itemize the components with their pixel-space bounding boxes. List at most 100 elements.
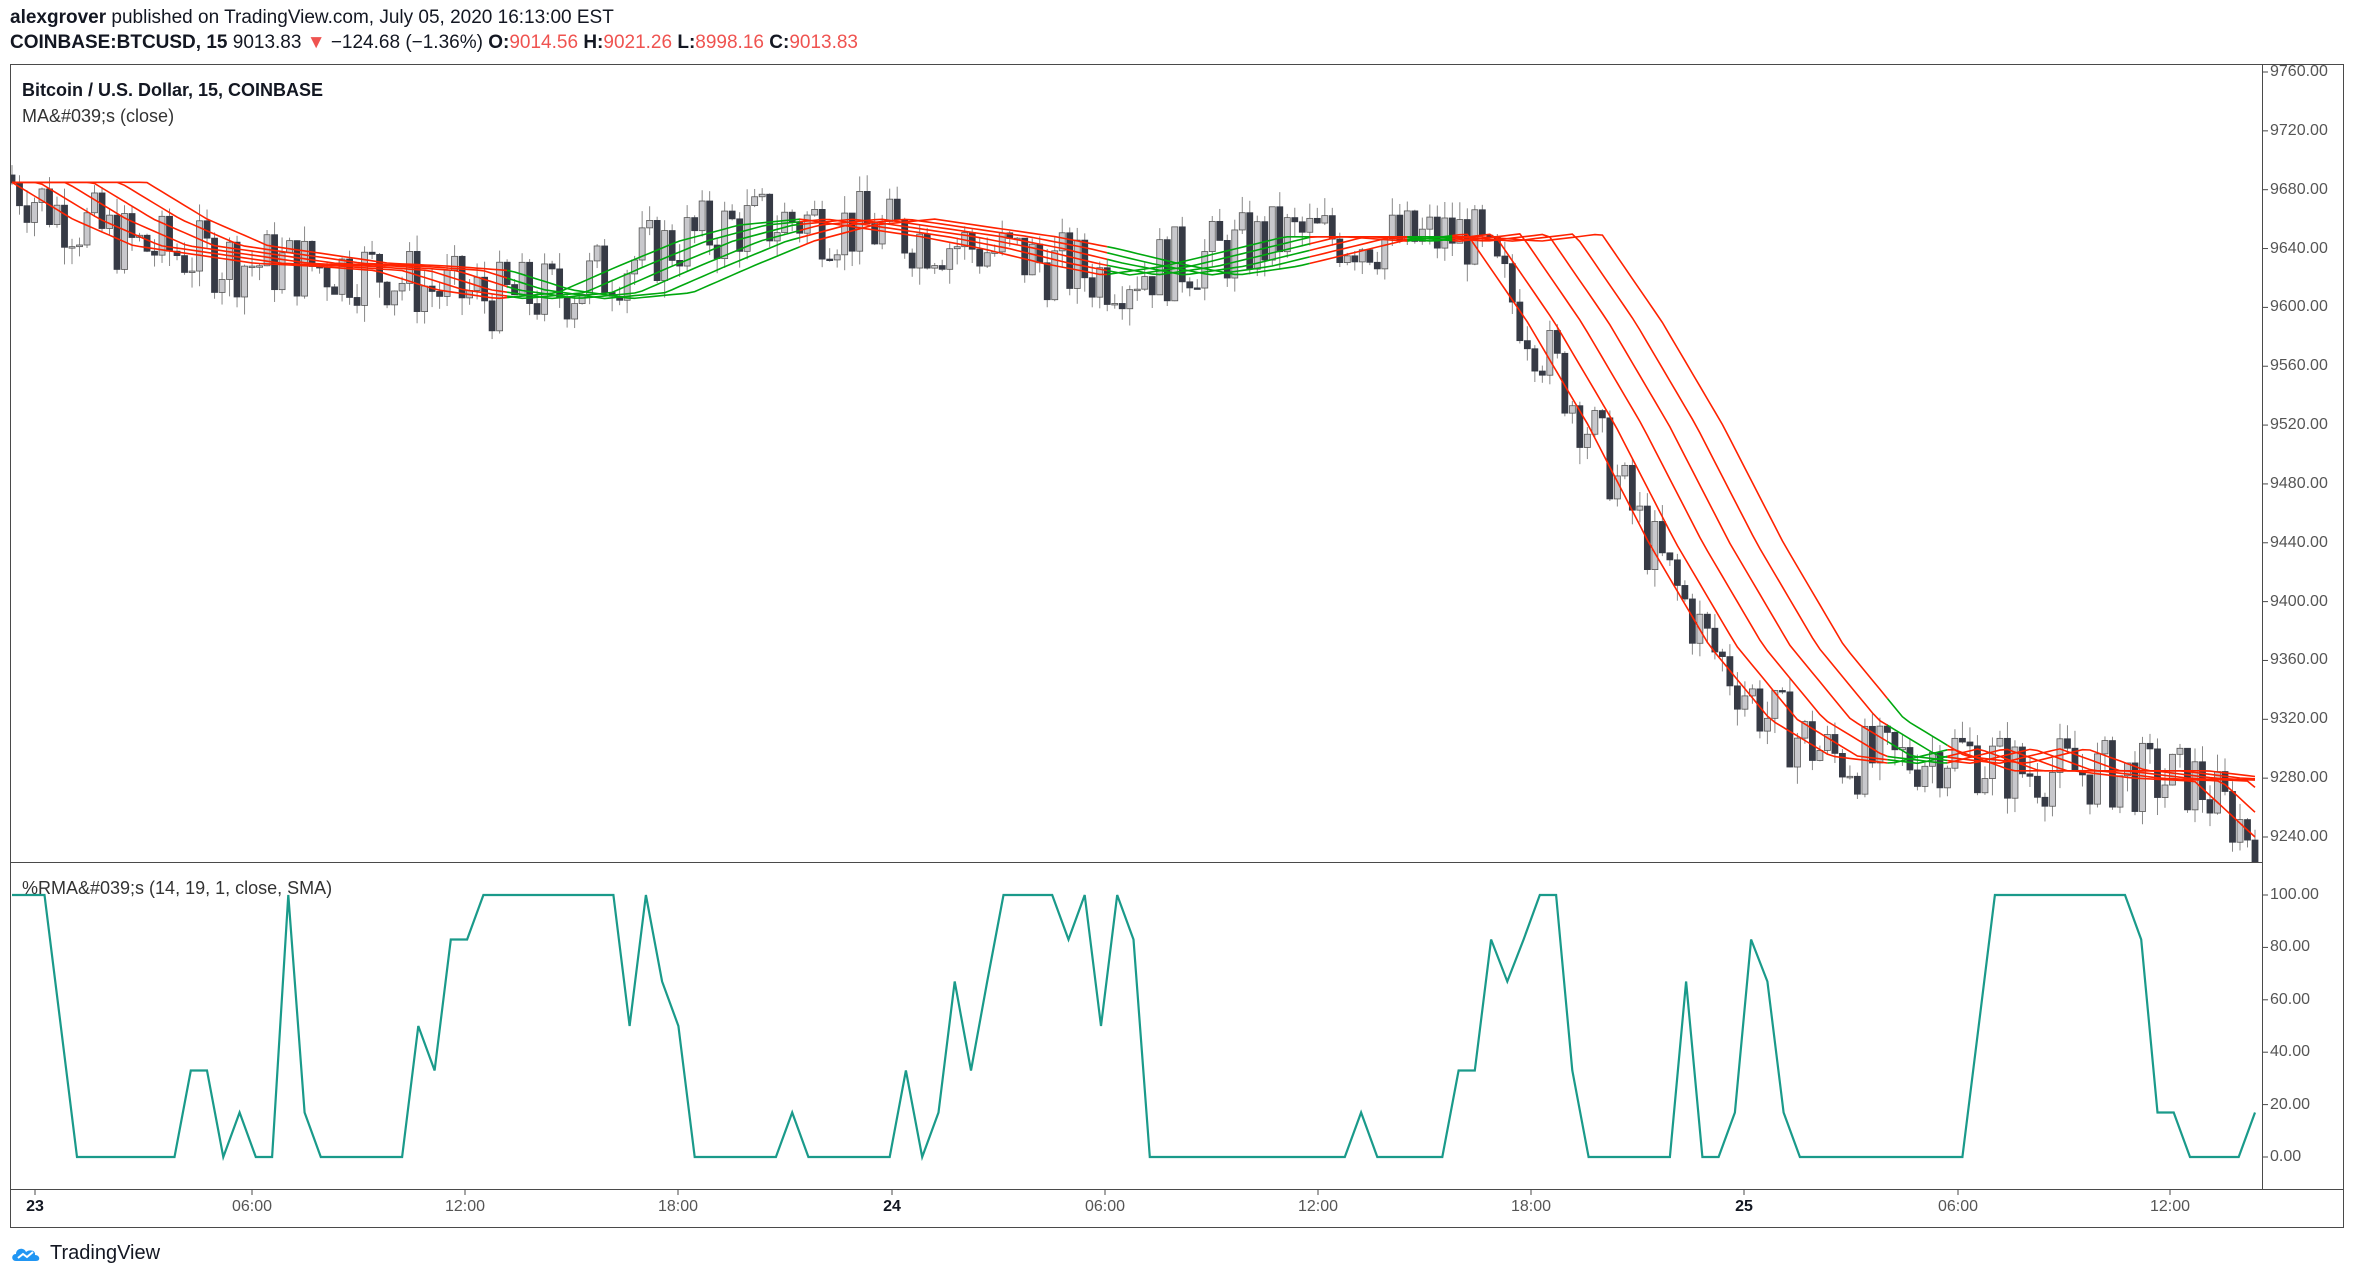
candle-body (1733, 685, 1741, 710)
close-label: C: (769, 32, 790, 53)
oscillator-line (12, 893, 2257, 1162)
candle-body (1448, 217, 1456, 244)
candle-body (2049, 772, 2056, 807)
candle-body (1051, 250, 1059, 301)
ma-line (1946, 744, 2256, 778)
candle-body (143, 234, 151, 252)
candle-body (1741, 695, 1749, 710)
pane-separator[interactable] (10, 862, 2262, 863)
main-pane-legend[interactable]: Bitcoin / U.S. Dollar, 15, COINBASE (22, 80, 323, 101)
candle-body (1816, 750, 1824, 761)
candle-body (1246, 212, 1254, 270)
candle-body (1666, 552, 1674, 561)
price-axis-label: 9720.00 (2270, 121, 2328, 139)
candle-body (916, 233, 924, 269)
candle-body (331, 286, 338, 295)
candle-body (473, 276, 481, 291)
oscillator-axis-label: 0.00 (2270, 1148, 2302, 1165)
candle-body (1839, 753, 1846, 778)
candle-body (1748, 688, 1756, 697)
candle-body (1966, 741, 1974, 747)
candle-body (286, 240, 293, 254)
candle-body (1043, 262, 1051, 301)
candle-body (181, 255, 188, 273)
candle-body (2109, 740, 2116, 808)
candle-body (2026, 773, 2034, 777)
candle-body (2191, 761, 2199, 811)
oscillator-axis-label: 20.00 (2270, 1095, 2311, 1113)
low-value: 8998.16 (695, 32, 764, 53)
candle-body (2094, 753, 2101, 805)
ma-line (506, 223, 800, 300)
candle-body (1568, 405, 1576, 414)
brand-name: TradingView (50, 1242, 161, 1264)
candle-body (1914, 769, 1921, 787)
candle-body (1373, 261, 1381, 270)
candle-body (983, 252, 991, 267)
candle-body (1576, 405, 1584, 448)
candle-body (706, 200, 714, 246)
low-label: L: (677, 32, 696, 53)
candle-body (1238, 212, 1246, 231)
candle-body (1433, 216, 1441, 249)
candle-body (1126, 289, 1134, 310)
ma-indicator-legend[interactable]: MA&#039;s (close) (22, 106, 175, 126)
candle-body (346, 258, 353, 298)
candle-body (1096, 267, 1104, 298)
price-axis-label: 9600.00 (2270, 298, 2328, 316)
time-axis-label: 23 (26, 1198, 44, 1215)
candle-body (1381, 238, 1389, 270)
candle-body (1306, 217, 1314, 233)
candle-body (353, 297, 361, 306)
ma-line (1309, 239, 1408, 265)
ma-line (1107, 249, 1310, 276)
candle-body (383, 281, 391, 306)
time-axis-label: 12:00 (444, 1198, 486, 1215)
candle-body (1876, 725, 1884, 764)
candle-body (413, 251, 421, 312)
candle-body (1501, 255, 1509, 265)
ma-line (1452, 233, 1888, 743)
candle-body (233, 241, 241, 298)
candle-body (1546, 330, 1554, 376)
ma-line (11, 181, 508, 300)
candle-body (173, 250, 181, 256)
candle-body (31, 202, 38, 223)
rma-indicator-legend[interactable]: %RMA&#039;s (14, 19, 1, close, SMA) (22, 878, 333, 898)
price-axis-label: 9440.00 (2270, 533, 2328, 551)
candle-body (1193, 287, 1201, 290)
oscillator-axis-label: 100.00 (2270, 886, 2319, 903)
candle-body (788, 211, 796, 224)
candle-body (1103, 267, 1111, 305)
candle-body (1981, 778, 1989, 794)
candle-body (2236, 819, 2244, 843)
author-name[interactable]: alexgrover (10, 7, 107, 28)
tradingview-logo[interactable]: TradingView (10, 1242, 160, 1265)
candle-body (1523, 340, 1531, 350)
candle-body (758, 193, 766, 198)
axis-ticks (34, 71, 2268, 1195)
time-axis-label: 12:00 (1297, 1198, 1339, 1215)
candle-body (1058, 232, 1066, 252)
candle-body (908, 252, 916, 269)
ma-line (1107, 245, 1310, 276)
candle-body (151, 250, 158, 256)
ma-line (12, 181, 508, 272)
candle-body (256, 265, 263, 268)
price-axis-label: 9280.00 (2270, 769, 2328, 787)
candle-body (1854, 775, 1861, 795)
time-axis-label: 12:00 (2149, 1198, 2191, 1215)
candle-body (601, 245, 609, 293)
candle-body (1283, 217, 1291, 253)
ma-line (1107, 252, 1310, 276)
candle-body (1658, 521, 1666, 554)
candle-body (1441, 217, 1449, 249)
ma-line (1452, 233, 1888, 761)
candle-body (128, 213, 136, 238)
candle-body (436, 291, 443, 297)
candle-body (698, 200, 706, 232)
candle-body (293, 240, 301, 297)
candle-body (1628, 464, 1636, 511)
candle-body (323, 266, 331, 288)
